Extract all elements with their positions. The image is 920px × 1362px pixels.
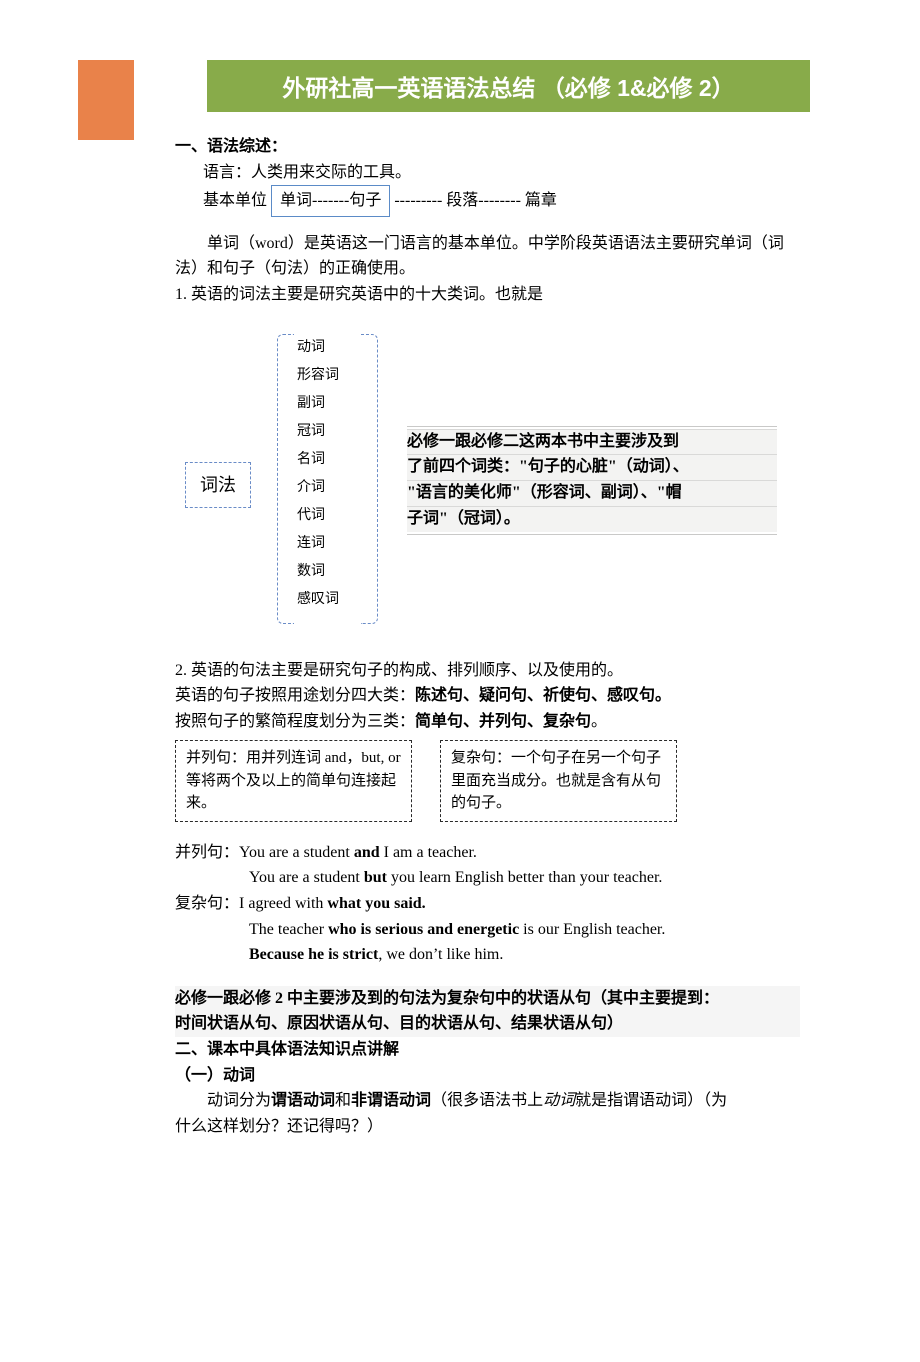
pos-item: 副词 (297, 388, 339, 416)
section1-heading: 一、语法综述： (175, 134, 800, 160)
item2-line: 2. 英语的句法主要是研究句子的构成、排列顺序、以及使用的。 (175, 658, 800, 684)
verb-paragraph-tail: 什么这样划分？还记得吗？） (175, 1114, 800, 1140)
basic-unit-row: 基本单位 单词-------句子 --------- 段落-------- 篇章 (203, 185, 800, 217)
page-title-banner: 外研社高一英语语法总结 （必修 1&必修 2） (207, 60, 810, 112)
example-row: 复杂句：I agreed with what you said. (175, 891, 800, 917)
text: 就是指谓语动词）（为 (575, 1092, 727, 1109)
pos-item: 介词 (297, 472, 339, 500)
text: I agreed with (239, 895, 327, 912)
syntax-highlight-block: 必修一跟必修 2 中主要涉及到的句法为复杂句中的状语从句（其中主要提到： 时间状… (175, 986, 800, 1037)
document-page: 外研社高一英语语法总结 （必修 1&必修 2） 一、语法综述： 语言：人类用来交… (0, 60, 920, 1362)
pos-item: 感叹词 (297, 584, 339, 612)
text-bold: 陈述句、疑问句、祈使句、感叹句。 (415, 687, 671, 704)
example-label: 并列句： (175, 844, 239, 861)
word-paragraph: 单词（word）是英语这一门语言的基本单位。中学阶段英语语法主要研究单词（词法）… (175, 231, 800, 282)
text-bold: who is serious and energetic (328, 921, 519, 938)
note-rule (407, 426, 777, 427)
text: 。 (591, 713, 607, 730)
pos-item: 名词 (297, 444, 339, 472)
note-line: 必修一跟必修二这两本书中主要涉及到 (407, 429, 777, 455)
complex-sentence-box: 复杂句：一个句子在另一个句子里面充当成分。也就是含有从句的句子。 (440, 740, 677, 822)
note-rule (407, 534, 777, 535)
pos-item: 连词 (297, 528, 339, 556)
text: 动词分为 (207, 1092, 271, 1109)
text: is our English teacher. (519, 921, 665, 938)
text: you learn English better than your teach… (387, 869, 662, 886)
pos-item: 动词 (297, 332, 339, 360)
highlight-line: 必修一跟必修 2 中主要涉及到的句法为复杂句中的状语从句（其中主要提到： (175, 986, 800, 1012)
pos-list: 动词 形容词 副词 冠词 名词 介词 代词 连词 数词 感叹词 (297, 332, 339, 612)
word-sentence-box: 单词-------句子 (271, 185, 390, 217)
text: （很多语法书上 (431, 1092, 543, 1109)
text: 英语的句子按照用途划分四大类： (175, 687, 415, 704)
text: You are a student (239, 844, 354, 861)
note-line: "语言的美化师"（形容词、副词）、"帽 (407, 480, 777, 506)
pos-item: 代词 (297, 500, 339, 528)
subsection-heading: （一）动词 (175, 1063, 800, 1089)
highlight-line: 时间状语从句、原因状语从句、目的状语从句、结果状语从句） (175, 1011, 800, 1037)
compound-sentence-box: 并列句：用并列连词 and，but, or 等将两个及以上的简单句连接起来。 (175, 740, 412, 822)
text-bold: but (364, 869, 387, 886)
sentence-types-by-complexity: 按照句子的繁简程度划分为三类：简单句、并列句、复杂句。 (175, 709, 800, 735)
pos-item: 数词 (297, 556, 339, 584)
note-line: 了前四个词类："句子的心脏"（动词）、 (407, 454, 777, 480)
text-bold: 非谓语动词 (351, 1092, 431, 1109)
text: I am a teacher. (380, 844, 477, 861)
example-row: Because he is strict, we don’t like him. (175, 942, 800, 968)
text-bold: 谓语动词 (271, 1092, 335, 1109)
text: You are a student (249, 869, 364, 886)
basic-unit-label: 基本单位 (203, 188, 267, 214)
lexicon-diagram: 词法 动词 形容词 副词 冠词 名词 介词 代词 连词 数词 感叹词 必修一跟必… (175, 324, 800, 634)
text: 和 (335, 1092, 351, 1109)
pos-item: 冠词 (297, 416, 339, 444)
note-line: 子词"（冠词）。 (407, 506, 777, 532)
example-row: 并列句：You are a student and I am a teacher… (175, 840, 800, 866)
verb-paragraph: 动词分为谓语动词和非谓语动词（很多语法书上动词就是指谓语动词）（为 (175, 1088, 800, 1114)
sentence-types-by-use: 英语的句子按照用途划分四大类：陈述句、疑问句、祈使句、感叹句。 (175, 683, 800, 709)
page-title: 外研社高一英语语法总结 （必修 1&必修 2） (282, 75, 734, 101)
text-italic: 动词 (543, 1092, 575, 1109)
text-bold: what you said. (327, 895, 425, 912)
text: The teacher (249, 921, 328, 938)
text-bold: 简单句、并列句、复杂句 (415, 713, 591, 730)
content-body: 一、语法综述： 语言：人类用来交际的工具。 基本单位 单词-------句子 -… (175, 134, 800, 1139)
corner-accent (78, 60, 134, 140)
text-bold: and (354, 844, 380, 861)
brace-left (277, 334, 294, 624)
section2-heading: 二、课本中具体语法知识点讲解 (175, 1037, 800, 1063)
example-row: The teacher who is serious and energetic… (175, 917, 800, 943)
text-bold: Because he is strict (249, 946, 378, 963)
pos-item: 形容词 (297, 360, 339, 388)
lexicon-label: 词法 (185, 462, 251, 509)
unit-chain-tail: --------- 段落-------- 篇章 (394, 188, 557, 214)
lexicon-note: 必修一跟必修二这两本书中主要涉及到 了前四个词类："句子的心脏"（动词）、 "语… (407, 424, 777, 537)
example-row: You are a student but you learn English … (175, 865, 800, 891)
sentence-definition-boxes: 并列句：用并列连词 and，but, or 等将两个及以上的简单句连接起来。 复… (175, 740, 800, 822)
text: , we don’t like him. (378, 946, 503, 963)
examples-block: 并列句：You are a student and I am a teacher… (175, 840, 800, 968)
text: 按照句子的繁简程度划分为三类： (175, 713, 415, 730)
brace-right (361, 334, 378, 624)
item1-line: 1. 英语的词法主要是研究英语中的十大类词。也就是 (175, 282, 800, 308)
language-definition: 语言：人类用来交际的工具。 (203, 160, 800, 186)
example-label: 复杂句： (175, 895, 239, 912)
